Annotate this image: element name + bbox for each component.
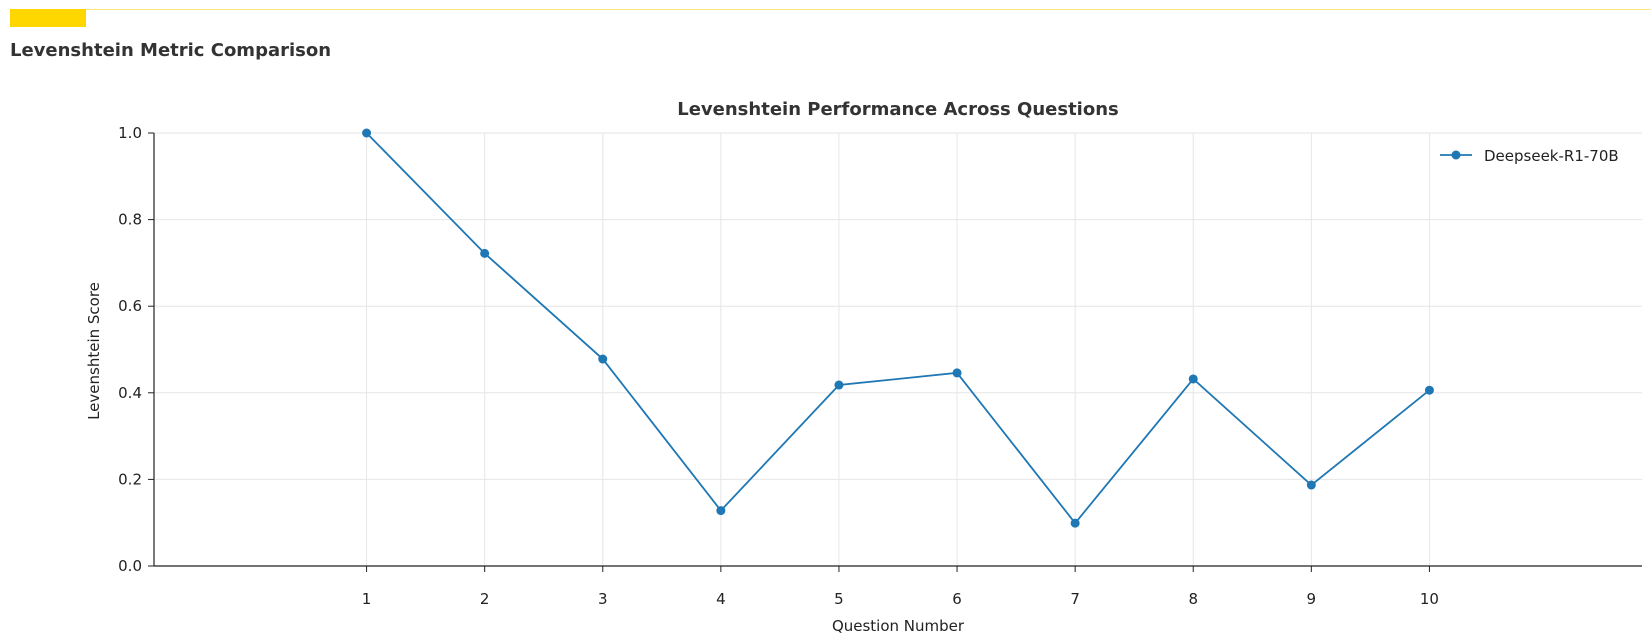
x-tick-label: 3 [598, 590, 608, 608]
x-tick-label: 7 [1070, 590, 1080, 608]
page-title: Levenshtein Metric Comparison [10, 40, 332, 61]
chart-grid [154, 132, 1642, 567]
chart-axes [153, 133, 1642, 567]
x-tick-label: 6 [952, 590, 962, 608]
y-tick-label: 0.2 [118, 470, 142, 488]
header-accent-bar [10, 9, 86, 27]
chart-legend: Deepseek-R1-70B [1440, 147, 1619, 165]
y-tick-label: 0.4 [118, 384, 142, 402]
data-point [480, 248, 490, 258]
chart-series [362, 128, 1434, 528]
y-tick-label: 0.6 [118, 297, 142, 315]
data-point [834, 380, 844, 390]
data-point [1306, 480, 1316, 490]
x-tick-label: 2 [480, 590, 490, 608]
y-tick-label: 0.8 [118, 211, 142, 229]
data-point [362, 128, 372, 138]
data-point [1188, 374, 1198, 384]
data-point [716, 506, 726, 516]
data-point [952, 368, 962, 378]
data-point [1070, 518, 1080, 528]
y-tick-label: 0.0 [118, 557, 142, 575]
series-line [365, 132, 1430, 525]
x-tick-label: 9 [1307, 590, 1317, 608]
x-axis-label: Question Number [832, 617, 965, 635]
data-point [1424, 385, 1434, 395]
x-tick-label: 5 [834, 590, 844, 608]
header-accent-line [86, 9, 1651, 10]
x-tick-label: 10 [1420, 590, 1439, 608]
x-tick-label: 1 [362, 590, 372, 608]
x-tick-label: 8 [1188, 590, 1198, 608]
y-tick-label: 1.0 [118, 124, 142, 142]
legend-label: Deepseek-R1-70B [1484, 147, 1619, 165]
data-point [598, 354, 608, 364]
chart-title: Levenshtein Performance Across Questions [677, 99, 1118, 120]
legend-dot-marker [1451, 150, 1461, 160]
y-axis-label: Levenshtein Score [85, 282, 103, 420]
x-tick-label: 4 [716, 590, 726, 608]
chart-ticks: 0.0 0.2 0.4 0.6 0.8 1.0 1 2 3 4 5 6 7 8 9 10 [118, 124, 1439, 608]
